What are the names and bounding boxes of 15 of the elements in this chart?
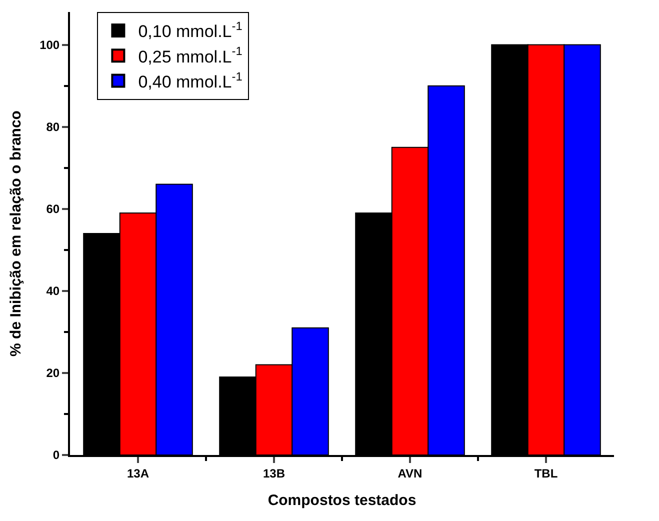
x-tick-label: AVN — [398, 466, 422, 480]
y-tick-label: 100 — [40, 38, 60, 52]
y-tick-label: 60 — [46, 202, 60, 216]
x-axis-title: Compostos testados — [268, 492, 416, 509]
legend-label: 0,40 mmol.L$^{-1}$ — [138, 69, 243, 92]
y-tick-label: 0 — [52, 448, 60, 462]
x-tick-label: TBL — [534, 466, 558, 480]
x-tick-label: 13A — [126, 466, 150, 480]
legend-label: 0,10 mmol.L$^{-1}$ — [138, 19, 243, 42]
legend-label: 0,25 mmol.L$^{-1}$ — [138, 44, 243, 66]
y-tick-label: 80 — [46, 120, 60, 134]
y-tick-label: 40 — [46, 284, 60, 298]
x-tick-label: 13B — [262, 466, 286, 480]
y-tick-label: 20 — [46, 366, 60, 380]
y-axis-title: % de Inibição em relação o branco — [7, 110, 24, 356]
